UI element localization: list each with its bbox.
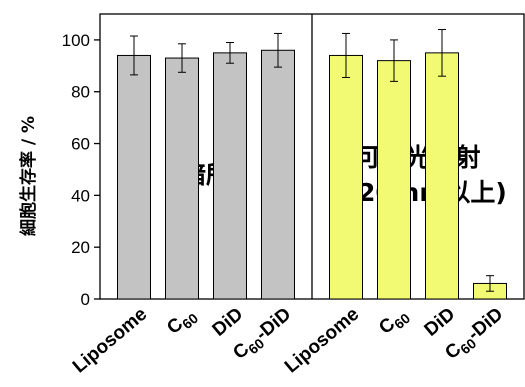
y-tick-label: 20 [71, 238, 90, 257]
x-tick-label: DiD [209, 304, 248, 341]
y-tick-label: 0 [81, 290, 90, 309]
bar [261, 49, 295, 300]
error-bars [130, 29, 494, 292]
y-axis: 0 20 40 60 80 100 [62, 31, 100, 309]
bar [425, 52, 459, 300]
y-tick-label: 40 [71, 186, 90, 205]
y-axis-title: 細胞生存率 / % [18, 116, 39, 236]
x-tick-label: C60 [375, 304, 413, 341]
y-tick-label: 100 [62, 31, 90, 50]
x-tick-label: Liposome [69, 304, 151, 378]
bars [117, 49, 507, 300]
bar [117, 54, 151, 300]
y-tick-label: 80 [71, 83, 90, 102]
bar [165, 57, 199, 300]
bar [377, 60, 411, 300]
y-tick-label: 60 [71, 135, 90, 154]
bar [213, 52, 247, 300]
plot-frame [99, 13, 525, 300]
condition-annotation: 可視光照射 [355, 143, 480, 172]
bar [329, 54, 363, 300]
x-tick-label: DiD [421, 304, 460, 341]
x-tick-label: Liposome [281, 304, 363, 378]
x-tick-label: C60 [163, 304, 201, 341]
